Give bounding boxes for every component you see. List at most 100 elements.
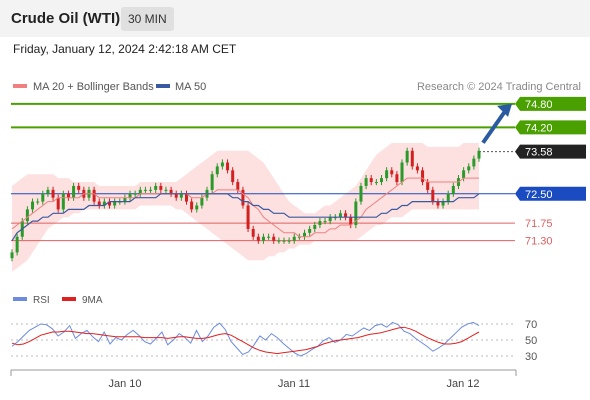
candle-body <box>246 205 250 229</box>
candle-body <box>467 166 471 171</box>
candle-body <box>61 193 65 210</box>
candle-body <box>123 197 127 202</box>
level-label-71.75: 71.75 <box>525 218 553 230</box>
legend-ma20: MA 20 + Bollinger Bands <box>33 81 154 93</box>
candle-body <box>287 240 291 242</box>
candle-body <box>102 201 106 206</box>
x-tick-jan11: Jan 11 <box>278 378 310 390</box>
interval-badge[interactable]: 30 MIN <box>121 7 174 31</box>
candle-body <box>323 221 327 223</box>
candle-body <box>451 185 455 194</box>
candle-body <box>338 213 342 218</box>
candle-body <box>462 170 466 179</box>
candle-body <box>272 236 276 241</box>
candle-body <box>251 228 255 237</box>
candle-body <box>174 193 178 198</box>
candle-body <box>41 193 45 202</box>
level-badge-72.50 <box>515 186 586 201</box>
candle-body <box>179 193 183 198</box>
candle-body <box>128 193 132 198</box>
candle-body <box>354 201 358 226</box>
level-label-71.30: 71.30 <box>525 236 553 248</box>
candle-body <box>220 162 224 167</box>
candle-body <box>400 162 404 183</box>
x-tick-jan10: Jan 10 <box>108 378 141 390</box>
candle-body <box>477 150 481 159</box>
ma20-line <box>11 177 479 238</box>
candle-body <box>46 189 50 194</box>
candle-body <box>113 201 117 206</box>
candle-body <box>92 189 96 202</box>
candle-body <box>405 150 409 163</box>
legend-swatch-ma50 <box>156 84 170 88</box>
candle-body <box>282 240 286 242</box>
candle-body <box>10 252 14 259</box>
candle-body <box>359 185 363 202</box>
level-label-72.50: 72.50 <box>525 189 553 201</box>
legend-swatch-ma20 <box>13 84 27 88</box>
legend-swatch-rsi <box>13 297 27 301</box>
candle-body <box>25 209 29 222</box>
candle-body <box>200 197 204 206</box>
candle-body <box>190 201 194 210</box>
candle-body <box>133 193 137 195</box>
forecast-arrow-head <box>497 103 512 117</box>
ma50-line <box>11 193 480 242</box>
candle-body <box>410 150 414 167</box>
candle-body <box>195 205 199 210</box>
candle-body <box>441 201 445 206</box>
candle-body <box>374 182 378 184</box>
rsi-tick-70: 70 <box>525 319 537 331</box>
candle-body <box>379 178 383 183</box>
candle-body <box>277 240 281 242</box>
candle-body <box>66 193 70 198</box>
candle-body <box>390 170 394 175</box>
candle-body <box>51 189 55 198</box>
level-label-73.58: 73.58 <box>525 147 553 159</box>
candle-body <box>36 201 40 203</box>
candle-body <box>436 201 440 206</box>
timestamp: Friday, January 12, 2024 2:42:18 AM CET <box>13 42 237 56</box>
candle-body <box>143 189 147 191</box>
candle-body <box>108 201 112 206</box>
candle-body <box>256 236 260 241</box>
candle-body <box>344 213 348 218</box>
candle-body <box>56 197 60 210</box>
candle-body <box>446 193 450 202</box>
candle-body <box>15 236 19 253</box>
chart-header: Crude Oil (WTI) 30 MIN <box>0 0 590 37</box>
candle-body <box>210 174 214 190</box>
legend-swatch-9ma <box>62 297 76 301</box>
candle-body <box>184 193 188 202</box>
candle-body <box>31 201 35 210</box>
rsi-line <box>11 321 480 357</box>
level-label-74.20: 74.20 <box>525 122 553 134</box>
bollinger-band <box>12 143 479 272</box>
level-badge-73.58 <box>515 144 586 159</box>
candle-body <box>72 185 76 198</box>
candle-body <box>241 189 245 206</box>
instrument-title: Crude Oil (WTI) <box>11 10 121 27</box>
candle-body <box>431 189 435 202</box>
candle-body <box>77 185 81 190</box>
legend-ma50: MA 50 <box>175 81 206 93</box>
legend-rsi: RSI <box>33 295 50 306</box>
candle-body <box>303 232 307 237</box>
candle-body <box>349 217 353 226</box>
copyright: Research © 2024 Trading Central <box>417 81 581 93</box>
forecast-arrow-shaft <box>481 108 508 144</box>
candle-body <box>421 170 425 183</box>
candle-body <box>415 166 419 171</box>
candle-body <box>426 182 430 190</box>
rsi-tick-50: 50 <box>525 335 537 347</box>
candle-body <box>97 201 101 206</box>
rsi-tick-30: 30 <box>525 351 537 363</box>
candle-body <box>308 228 312 233</box>
rsi-9ma-line <box>11 326 480 355</box>
candle-body <box>318 221 322 226</box>
candle-body <box>169 189 173 194</box>
candle-body <box>164 189 168 191</box>
level-badge-74.80 <box>515 96 586 111</box>
candle-body <box>472 158 476 167</box>
